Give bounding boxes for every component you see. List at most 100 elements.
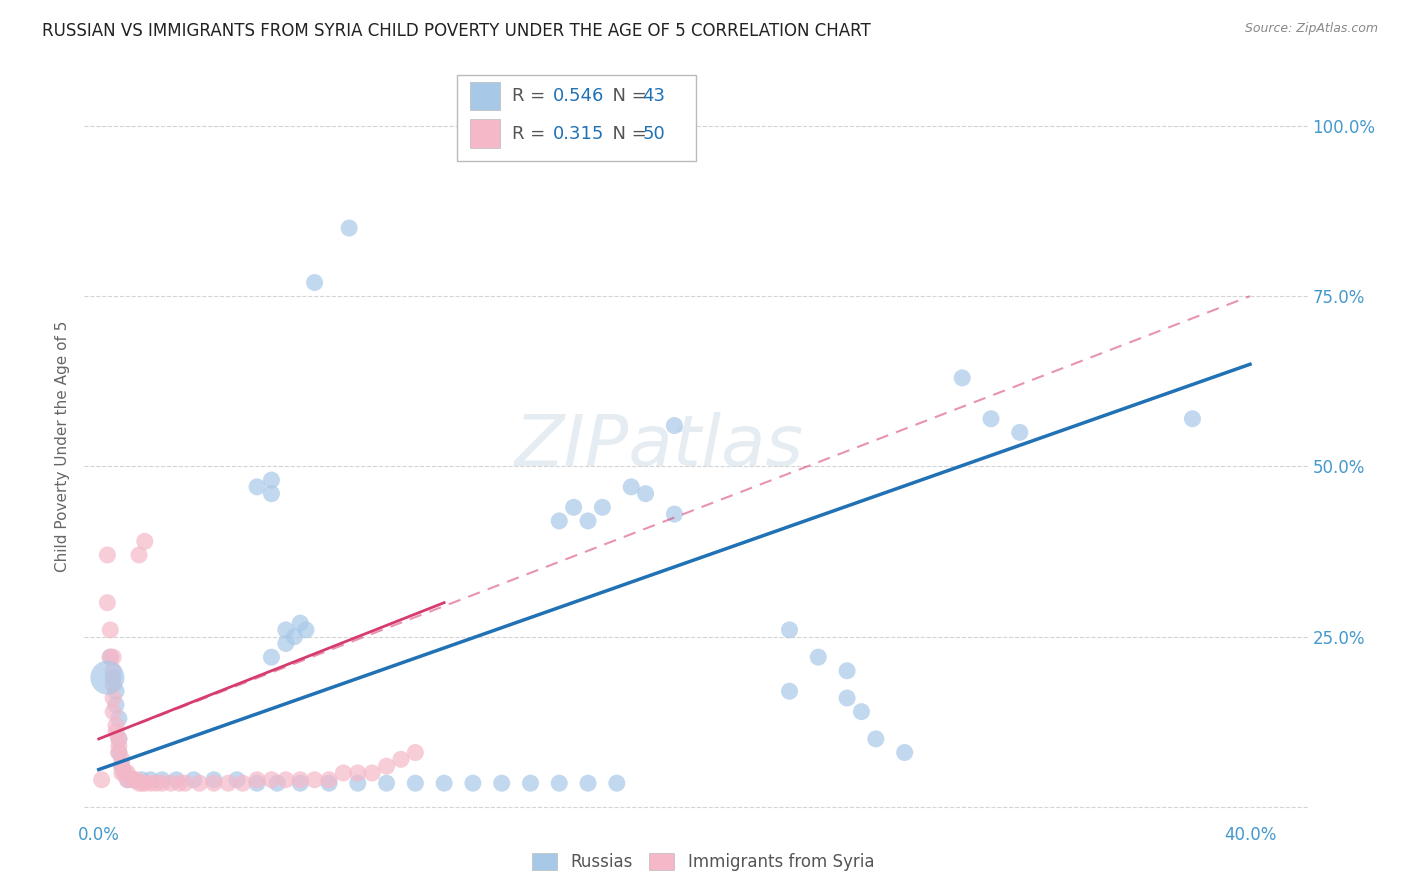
Text: 50: 50 xyxy=(643,125,665,143)
Point xyxy=(105,698,128,712)
Point xyxy=(548,514,571,528)
Point xyxy=(1181,411,1204,425)
Point xyxy=(117,772,139,787)
Point xyxy=(101,650,124,665)
Point xyxy=(108,711,131,725)
Point xyxy=(606,776,628,790)
Point xyxy=(346,766,368,780)
Point xyxy=(835,664,858,678)
Point xyxy=(290,776,312,790)
Point xyxy=(131,776,153,790)
Point xyxy=(634,486,657,500)
Text: Source: ZipAtlas.com: Source: ZipAtlas.com xyxy=(1244,22,1378,36)
Point xyxy=(290,616,312,631)
Point xyxy=(108,746,131,760)
Text: N =: N = xyxy=(600,87,652,105)
Point xyxy=(98,623,121,637)
Point xyxy=(232,776,254,790)
Point xyxy=(96,671,118,685)
Point xyxy=(260,486,283,500)
Point xyxy=(111,759,134,773)
Point xyxy=(361,766,384,780)
Point xyxy=(290,772,312,787)
Point xyxy=(519,776,541,790)
Point xyxy=(108,739,131,753)
Text: 43: 43 xyxy=(643,87,665,105)
Point xyxy=(893,746,915,760)
Y-axis label: Child Poverty Under the Age of 5: Child Poverty Under the Age of 5 xyxy=(55,320,70,572)
Point xyxy=(779,623,801,637)
Point xyxy=(274,623,297,637)
FancyBboxPatch shape xyxy=(457,75,696,161)
Point xyxy=(980,411,1002,425)
Point xyxy=(217,776,239,790)
Point xyxy=(101,664,124,678)
Point xyxy=(114,766,136,780)
Point xyxy=(664,507,686,521)
Point xyxy=(1008,425,1031,440)
Point xyxy=(128,776,150,790)
Point xyxy=(562,500,585,515)
Text: 0.546: 0.546 xyxy=(553,87,605,105)
Point xyxy=(101,705,124,719)
Point xyxy=(139,772,162,787)
Point xyxy=(117,772,139,787)
Bar xyxy=(470,120,501,148)
Bar xyxy=(470,82,501,111)
Point xyxy=(664,418,686,433)
Point xyxy=(246,776,269,790)
Point xyxy=(101,691,124,706)
Point xyxy=(122,772,145,787)
Point xyxy=(111,752,134,766)
Point xyxy=(105,725,128,739)
Point xyxy=(260,473,283,487)
Point xyxy=(90,772,112,787)
Point xyxy=(101,671,124,685)
Legend: Russias, Immigrants from Syria: Russias, Immigrants from Syria xyxy=(523,845,883,880)
Point xyxy=(134,534,156,549)
Point xyxy=(108,731,131,746)
Point xyxy=(346,776,368,790)
Point xyxy=(375,759,398,773)
Point xyxy=(98,650,121,665)
Point xyxy=(318,772,340,787)
Point xyxy=(318,776,340,790)
Text: RUSSIAN VS IMMIGRANTS FROM SYRIA CHILD POVERTY UNDER THE AGE OF 5 CORRELATION CH: RUSSIAN VS IMMIGRANTS FROM SYRIA CHILD P… xyxy=(42,22,870,40)
Point xyxy=(96,596,118,610)
Point xyxy=(101,677,124,691)
Point xyxy=(225,772,247,787)
Point xyxy=(332,766,354,780)
Point xyxy=(125,772,148,787)
Point xyxy=(283,630,305,644)
Point xyxy=(404,746,426,760)
Point xyxy=(246,480,269,494)
Point xyxy=(461,776,484,790)
Point xyxy=(260,772,283,787)
Point xyxy=(105,684,128,698)
Point xyxy=(779,684,801,698)
Point xyxy=(304,276,326,290)
Text: 0.315: 0.315 xyxy=(553,125,605,143)
Point xyxy=(266,776,288,790)
Text: N =: N = xyxy=(600,125,652,143)
Text: ZIPatlas: ZIPatlas xyxy=(515,411,804,481)
Point xyxy=(134,776,156,790)
Point xyxy=(202,772,225,787)
Point xyxy=(389,752,412,766)
Point xyxy=(835,691,858,706)
Point xyxy=(111,766,134,780)
Point xyxy=(183,772,205,787)
Point xyxy=(169,776,191,790)
Point xyxy=(150,772,173,787)
Point xyxy=(433,776,456,790)
Point xyxy=(548,776,571,790)
Point xyxy=(260,650,283,665)
Point xyxy=(274,772,297,787)
Point xyxy=(159,776,181,790)
Point xyxy=(274,636,297,650)
Point xyxy=(375,776,398,790)
Point xyxy=(114,766,136,780)
Point xyxy=(108,731,131,746)
Point xyxy=(807,650,830,665)
Point xyxy=(304,772,326,787)
